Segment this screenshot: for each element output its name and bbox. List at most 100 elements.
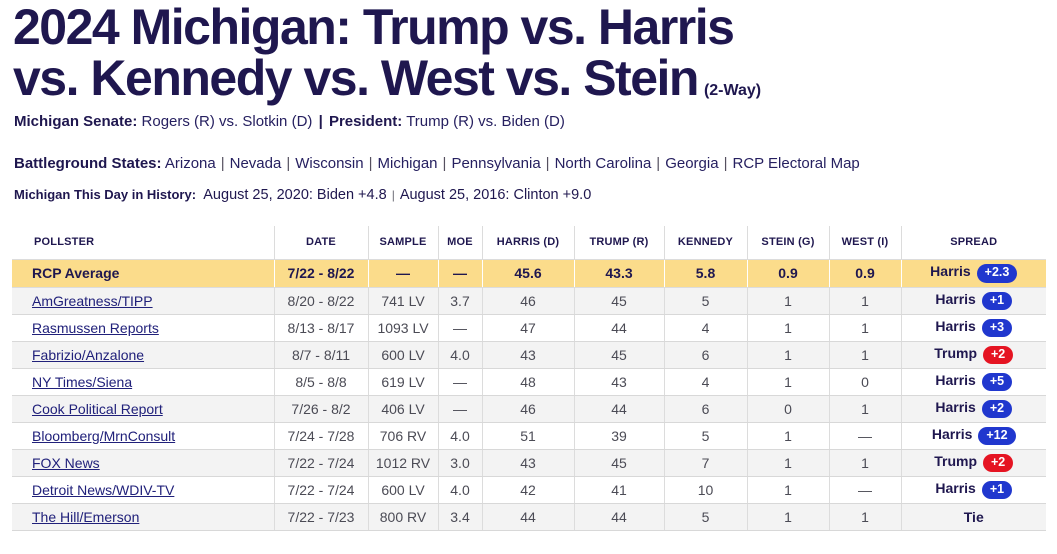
pollster-link[interactable]: NY Times/Siena	[32, 373, 133, 390]
separator: |	[368, 155, 373, 172]
poll-stein-value: 1	[747, 476, 830, 504]
poll-date: 7/26 - 8/2	[274, 395, 369, 423]
spread-badge: +1	[981, 480, 1013, 500]
poll-row: AmGreatness/TIPP 8/20 - 8/22 741 LV 3.7 …	[12, 287, 1046, 315]
poll-stein-value: 1	[747, 449, 830, 477]
column-header-spread: SPREAD	[901, 226, 1046, 260]
battleground-link-wisconsin[interactable]: Wisconsin	[295, 155, 364, 172]
column-header-pollster: POLLSTER	[12, 226, 275, 260]
table-header-row: POLLSTER DATE SAMPLE MOE HARRIS (D) TRUM…	[12, 226, 1046, 260]
pollster-link[interactable]: FOX News	[32, 454, 100, 471]
spread-name: Harris	[935, 398, 976, 415]
poll-spread: Harris +1	[901, 476, 1046, 504]
poll-harris-value: 51	[482, 422, 575, 450]
poll-west-value: 1	[829, 503, 902, 531]
poll-row: Bloomberg/MrnConsult 7/24 - 7/28 706 RV …	[12, 422, 1046, 450]
pollster-link[interactable]: Bloomberg/MrnConsult	[32, 427, 176, 444]
separator: |	[220, 155, 225, 172]
separator: |	[723, 155, 728, 172]
battleground-link-pennsylvania[interactable]: Pennsylvania	[451, 155, 541, 172]
average-trump: 43.3	[574, 259, 664, 288]
history-items: August 25, 2020: Biden +4.8 | August 25, 2…	[203, 187, 591, 203]
poll-moe: —	[438, 395, 483, 423]
poll-harris-value: 48	[482, 368, 575, 396]
poll-row: Rasmussen Reports 8/13 - 8/17 1093 LV — …	[12, 314, 1046, 342]
poll-row: FOX News 7/22 - 7/24 1012 RV 3.0 43 45 7…	[12, 449, 1046, 477]
column-header-kennedy: KENNEDY	[664, 226, 748, 260]
history-item: August 25, 2020: Biden +4.8	[203, 187, 387, 203]
poll-sample: 619 LV	[368, 368, 439, 396]
poll-west-value: 1	[829, 341, 902, 369]
separator: |	[286, 155, 291, 172]
spread-badge: +5	[981, 372, 1013, 392]
poll-west-value: 1	[829, 395, 902, 423]
poll-harris-value: 47	[482, 314, 575, 342]
poll-sample: 406 LV	[368, 395, 439, 423]
poll-trump-value: 45	[574, 341, 665, 369]
battleground-link-michigan[interactable]: Michigan	[377, 155, 438, 172]
poll-west-value: 1	[829, 287, 902, 315]
poll-harris-value: 46	[482, 395, 575, 423]
poll-sample: 600 LV	[368, 341, 439, 369]
column-header-harris: HARRIS (D)	[482, 226, 575, 260]
battleground-label: Battleground States:	[14, 155, 162, 172]
spread-badge: +2	[983, 453, 1014, 473]
average-kennedy: 5.8	[664, 259, 747, 288]
spread-name: Trump	[934, 452, 977, 469]
poll-stein-value: 1	[747, 314, 830, 342]
pollster-link[interactable]: Cook Political Report	[32, 400, 163, 417]
poll-spread: Harris +5	[901, 368, 1046, 396]
poll-moe: 4.0	[438, 476, 483, 504]
title-line1: 2024 Michigan: Trump vs. Harris	[13, 0, 735, 55]
separator: |	[656, 155, 661, 172]
rcp-average-row: RCP Average 7/22 - 8/22 — — 45.6 43.3 5.…	[12, 259, 1046, 288]
poll-kennedy-value: 6	[664, 341, 748, 369]
poll-sample: 800 RV	[368, 503, 439, 531]
average-spread-badge: +2.3	[976, 264, 1018, 283]
senate-race-link[interactable]: Rogers (R) vs. Slotkin (D)	[141, 113, 313, 130]
poll-date: 8/7 - 8/11	[274, 341, 369, 369]
poll-west-value: —	[829, 476, 902, 504]
spread-name: Trump	[934, 344, 977, 361]
poll-harris-value: 42	[482, 476, 575, 504]
senate-label: Michigan Senate:	[14, 113, 138, 130]
spread-name: Tie	[963, 508, 984, 525]
average-date: 7/22 - 8/22	[274, 259, 368, 288]
pollster-link[interactable]: Fabrizio/Anzalone	[32, 346, 145, 363]
spread-name: Harris	[931, 425, 973, 442]
poll-date: 8/20 - 8/22	[274, 287, 369, 315]
average-west: 0.9	[829, 259, 901, 288]
poll-spread: Trump +2	[901, 341, 1046, 369]
column-header-date: DATE	[274, 226, 369, 260]
poll-west-value: 1	[829, 314, 902, 342]
battleground-link-arizona[interactable]: Arizona	[164, 155, 216, 172]
battleground-link-north-carolina[interactable]: North Carolina	[554, 155, 652, 172]
column-header-stein: STEIN (G)	[747, 226, 830, 260]
president-label: President:	[328, 113, 403, 130]
poll-row: NY Times/Siena 8/5 - 8/8 619 LV — 48 43 …	[12, 368, 1046, 396]
spread-badge: +3	[981, 318, 1013, 338]
poll-sample: 741 LV	[368, 287, 439, 315]
poll-kennedy-value: 5	[664, 503, 748, 531]
polls-table: POLLSTER DATE SAMPLE MOE HARRIS (D) TRUM…	[12, 226, 1046, 531]
president-race-link[interactable]: Trump (R) vs. Biden (D)	[406, 113, 565, 130]
poll-sample: 706 RV	[368, 422, 439, 450]
poll-harris-value: 44	[482, 503, 575, 531]
title-suffix: (2-Way)	[703, 82, 762, 99]
poll-kennedy-value: 6	[664, 395, 748, 423]
poll-date: 7/22 - 7/23	[274, 503, 369, 531]
spread-name: Harris	[935, 479, 976, 496]
pollster-link[interactable]: AmGreatness/TIPP	[32, 292, 153, 309]
pollster-link[interactable]: The Hill/Emerson	[32, 508, 140, 525]
battleground-link-nevada[interactable]: Nevada	[229, 155, 282, 172]
poll-spread: Tie	[901, 503, 1046, 531]
poll-moe: 4.0	[438, 422, 483, 450]
battleground-link-rcp-electoral-map[interactable]: RCP Electoral Map	[732, 155, 860, 172]
poll-west-value: —	[829, 422, 902, 450]
pollster-link[interactable]: Rasmussen Reports	[32, 319, 159, 336]
poll-stein-value: 1	[747, 341, 830, 369]
pollster-link[interactable]: Detroit News/WDIV-TV	[32, 481, 175, 498]
battleground-link-georgia[interactable]: Georgia	[665, 155, 719, 172]
poll-spread: Trump +2	[901, 449, 1046, 477]
